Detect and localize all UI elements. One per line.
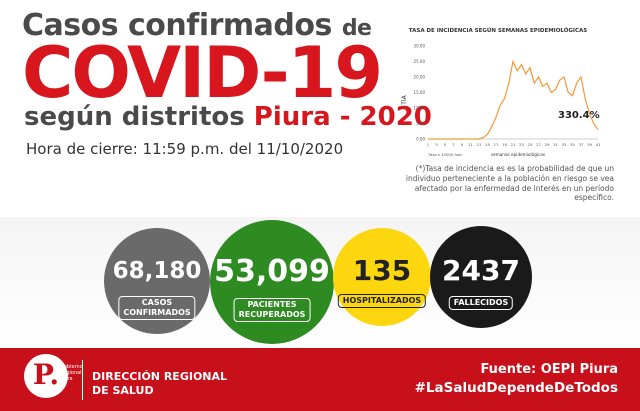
chart-ytick-label: 30.00 (414, 44, 426, 49)
incidence-chart: TASA DE INCIDENCIA SEGÚN SEMANAS EPIDEMI… (401, 27, 601, 157)
chart-xtick-label: 5 (444, 142, 447, 147)
chart-xtick-label: 15 (485, 142, 490, 147)
stat-recovered: 53,099 PACIENTES RECUPERADOS (210, 220, 334, 344)
org-line-2: DE SALUD (92, 384, 154, 398)
chart-xtick-label: 29 (545, 142, 550, 147)
chart-title: TASA DE INCIDENCIA SEGÚN SEMANAS EPIDEMI… (409, 27, 587, 34)
stat-confirmed: 68,180 CASOS CONFIRMADOS (104, 228, 210, 334)
org-name: DIRECCIÓN REGIONAL DE SALUD (92, 370, 227, 399)
chart-ytick-label: 10.00 (414, 106, 426, 111)
chart-xtick-label: 21 (511, 142, 516, 147)
logo-p-icon: P. (32, 358, 60, 391)
title-line-1: Casos confirmados de (22, 8, 372, 43)
chart-xtick-label: 33 (562, 142, 567, 147)
chart-x-note: Tasa x 10000 hab. (428, 152, 463, 157)
chart-xtick-label: 3 (435, 142, 438, 147)
stat-recovered-label-2: RECUPERADOS (238, 310, 306, 319)
chart-ytick-label: 15.00 (414, 90, 426, 95)
title-casos: Casos confirmados (22, 8, 332, 43)
stat-deceased: 2437 FALLECIDOS (430, 226, 532, 328)
title-line-3: según distritos Piura - 2020 (24, 102, 432, 132)
footer-divider (82, 360, 83, 400)
title-piura: Piura - 2020 (253, 102, 432, 132)
chart-xtick-label: 41 (596, 142, 601, 147)
chart-xtick-label: 35 (570, 142, 575, 147)
chart-xtick-label: 19 (502, 142, 507, 147)
stat-confirmed-label-2: CONFIRMADOS (123, 308, 191, 317)
chart-xtick-label: 9 (461, 142, 464, 147)
chart-ytick-label: 0.00 (416, 137, 425, 142)
chart-xlabel: semanas epidemiológicas (491, 152, 545, 157)
stat-recovered-label: PACIENTES RECUPERADOS (233, 298, 311, 322)
title-covid: COVID-19 (22, 32, 383, 114)
chart-xtick-label: 25 (528, 142, 533, 147)
chart-series-line (428, 59, 599, 140)
title-segun: según distritos (24, 102, 245, 132)
stat-confirmed-value: 68,180 (112, 258, 202, 284)
chart-xtick-label: 23 (519, 142, 524, 147)
chart-ytick-label: 5.00 (416, 121, 425, 126)
stat-recovered-label-1: PACIENTES (247, 300, 297, 309)
stat-hospitalized-label: HOSPITALIZADOS (337, 294, 427, 308)
chart-xtick-label: 11 (468, 142, 473, 147)
incidence-note: (*)Tasa de incidencia es es la probabili… (405, 164, 614, 203)
stat-deceased-label: FALLECIDOS (448, 296, 514, 310)
footer-bar (0, 348, 640, 411)
chart-xtick-label: 1 (427, 142, 430, 147)
stat-hospitalized-value: 135 (352, 254, 412, 287)
chart-xtick-label: 39 (587, 142, 592, 147)
stat-recovered-value: 53,099 (214, 254, 330, 289)
chart-xtick-label: 13 (477, 142, 482, 147)
stat-confirmed-label: CASOS CONFIRMADOS (118, 296, 196, 320)
chart-ytick-label: 25.00 (414, 59, 426, 64)
stat-confirmed-label-1: CASOS (141, 298, 173, 307)
gobierno-regional-logo: P. (24, 354, 68, 398)
chart-xtick-label: 17 (494, 142, 499, 147)
stat-hospitalized: 135 HOSPITALIZADOS (333, 228, 431, 326)
hashtag-text: #LaSaludDependeDeTodos (414, 380, 618, 396)
closing-time: Hora de cierre: 11:59 p.m. del 11/10/202… (26, 140, 344, 158)
stat-deceased-value: 2437 (442, 254, 520, 287)
chart-xtick-label: 31 (553, 142, 558, 147)
chart-xtick-label: 37 (579, 142, 584, 147)
chart-annotation: 330.4% (558, 110, 600, 121)
chart-xtick-label: 7 (452, 142, 455, 147)
chart-ylabel: TIA (401, 94, 408, 105)
title-de: de (341, 16, 372, 41)
chart-xtick-label: 27 (536, 142, 541, 147)
source-text: Fuente: OEPI Piura (480, 362, 618, 377)
chart-ytick-label: 20.00 (414, 75, 426, 80)
org-line-1: DIRECCIÓN REGIONAL (92, 370, 228, 383)
logo-text: Gobierno Regional Piura (60, 364, 83, 382)
